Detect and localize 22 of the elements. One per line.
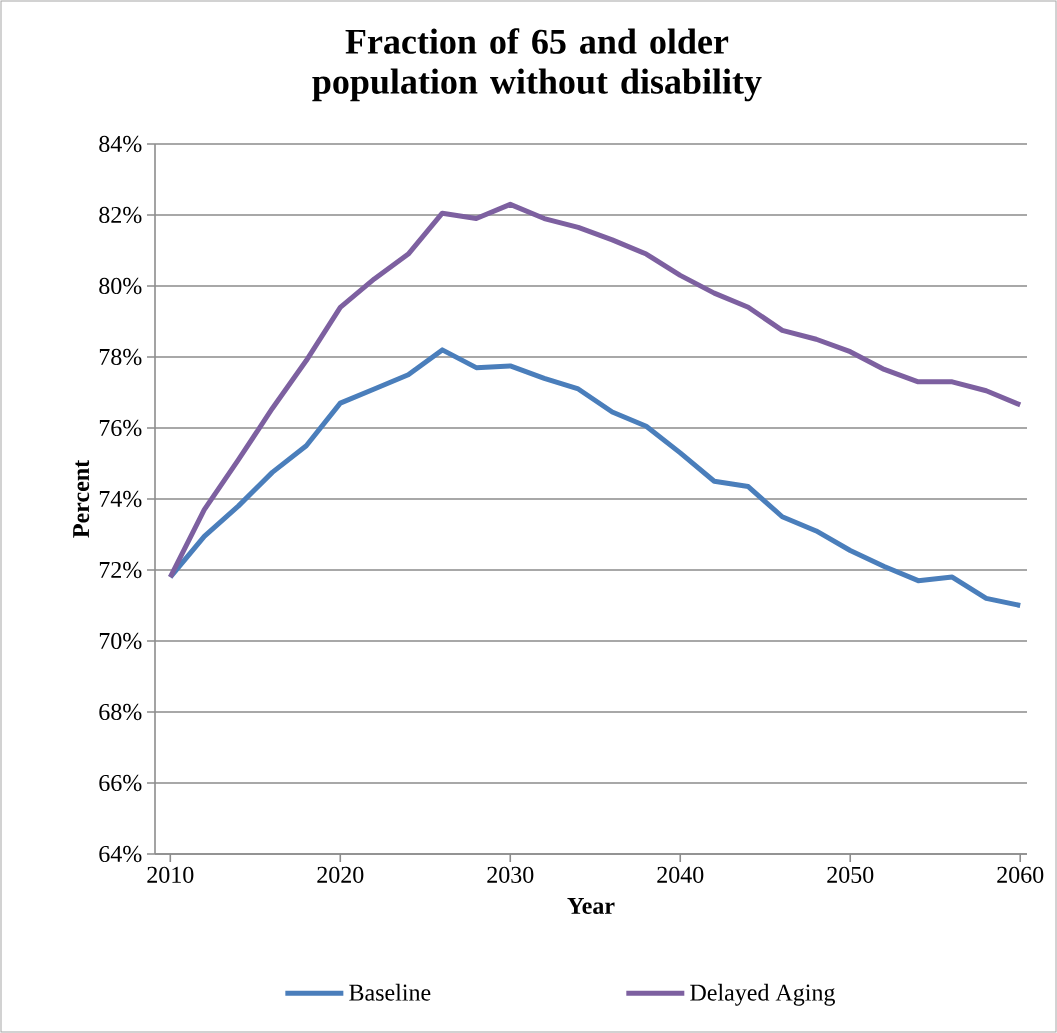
y-tick-label: 64% xyxy=(99,845,142,863)
chart-title: Fraction of 65 and older population without disability xyxy=(312,28,762,102)
y-axis-title: Percent xyxy=(73,460,90,538)
x-tick-label: 2020 xyxy=(317,866,364,883)
x-tick-label: 2010 xyxy=(147,866,194,883)
y-tick-label: 78% xyxy=(99,348,142,366)
y-tick-label: 80% xyxy=(99,277,142,295)
y-tick-label: 76% xyxy=(99,419,142,437)
y-tick-label: 66% xyxy=(99,774,142,792)
y-tick-label: 82% xyxy=(99,206,142,224)
y-tick-label: 84% xyxy=(99,135,142,153)
x-tick-label: 2040 xyxy=(657,866,704,883)
x-tick-label: 2050 xyxy=(827,866,874,883)
y-tick-label: 72% xyxy=(99,561,142,579)
x-tick-label: 2060 xyxy=(997,866,1044,883)
legend-label: Delayed Aging xyxy=(690,983,835,1006)
x-tick-label: 2030 xyxy=(487,866,534,883)
y-tick-label: 74% xyxy=(99,490,142,508)
y-tick-label: 68% xyxy=(99,703,142,721)
y-tick-label: 70% xyxy=(99,632,142,650)
legend-label: Baseline xyxy=(349,983,431,1001)
x-axis-title: Year xyxy=(567,898,615,915)
